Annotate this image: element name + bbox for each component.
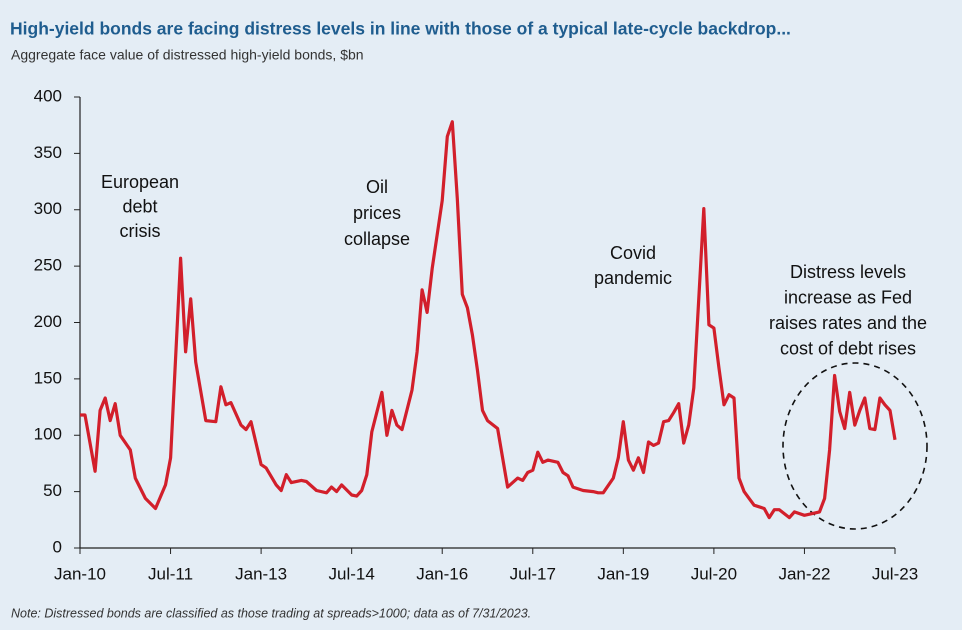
y-tick-label: 150: [34, 368, 62, 387]
x-tick-label: Jul-17: [510, 564, 556, 583]
annotation: Oil: [366, 177, 388, 197]
x-tick-label: Jul-23: [872, 564, 918, 583]
annotation: prices: [353, 203, 401, 223]
x-tick-label: Jul-14: [329, 564, 375, 583]
footnote: Note: Distressed bonds are classified as…: [11, 606, 531, 620]
y-tick-label: 50: [43, 481, 62, 500]
annotation: crisis: [120, 221, 161, 241]
annotation: raises rates and the: [769, 313, 927, 333]
x-tick-label: Jul-11: [148, 564, 193, 583]
y-tick-label: 0: [53, 537, 62, 556]
annotation: increase as Fed: [784, 287, 912, 307]
annotation: debt: [122, 196, 157, 216]
y-tick-label: 350: [34, 143, 62, 162]
y-tick-label: 250: [34, 256, 62, 275]
y-tick-label: 300: [34, 199, 62, 218]
line-series: [80, 120, 897, 520]
x-tick-label: Jan-13: [235, 564, 287, 583]
x-tick-label: Jan-22: [778, 564, 830, 583]
annotation: European: [101, 172, 179, 192]
y-tick-label: 400: [34, 86, 62, 105]
annotation: Covid: [610, 243, 656, 263]
annotation: cost of debt rises: [780, 338, 916, 358]
annotation: pandemic: [594, 268, 672, 288]
x-tick-label: Jan-10: [54, 564, 106, 583]
highlight-ellipse: [782, 362, 928, 530]
annotation: collapse: [344, 229, 410, 249]
y-tick-label: 200: [34, 312, 62, 331]
x-tick-label: Jan-16: [416, 564, 468, 583]
x-tick-label: Jul-20: [691, 564, 737, 583]
chart-title: High-yield bonds are facing distress lev…: [10, 19, 791, 39]
annotation: Distress levels: [790, 262, 906, 282]
chart-subtitle: Aggregate face value of distressed high-…: [11, 47, 364, 63]
y-tick-label: 100: [34, 425, 62, 444]
x-tick-label: Jan-19: [597, 564, 649, 583]
